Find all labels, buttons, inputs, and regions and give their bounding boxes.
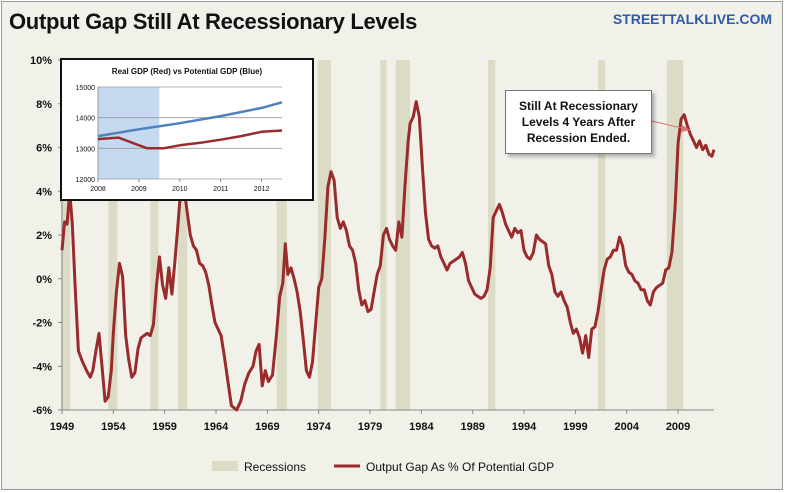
inset-y-tick-label: 13000 xyxy=(76,146,96,153)
y-tick-label: -6% xyxy=(32,405,52,417)
annotation-callout: Still At Recessionary Levels 4 Years Aft… xyxy=(505,90,652,154)
x-tick-label: 1964 xyxy=(204,421,229,433)
inset-y-tick-label: 15000 xyxy=(76,85,96,92)
y-tick-label: -4% xyxy=(32,361,52,373)
x-tick-label: 2004 xyxy=(614,421,639,433)
inset-potential-gdp-line xyxy=(97,101,283,138)
y-tick-label: 4% xyxy=(36,186,52,198)
y-tick-label: 8% xyxy=(36,99,52,111)
x-tick-label: 1984 xyxy=(409,421,434,433)
inset-x-tick-label: 2012 xyxy=(254,186,270,193)
brand-watermark: STREETTALKLIVE.COM xyxy=(612,11,772,27)
inset-real-gdp-line xyxy=(97,129,283,150)
x-tick-label: 1989 xyxy=(460,421,484,433)
x-tick-label: 1959 xyxy=(152,421,176,433)
y-tick-label: 0% xyxy=(36,274,52,286)
inset-title: Real GDP (Red) vs Potential GDP (Blue) xyxy=(112,67,263,76)
y-tick-label: 10% xyxy=(30,55,52,67)
x-tick-label: 2009 xyxy=(666,421,690,433)
x-tick-label: 1969 xyxy=(255,421,279,433)
legend-line-label: Output Gap As % Of Potential GDP xyxy=(366,460,554,474)
inset-chart: Real GDP (Red) vs Potential GDP (Blue) 12… xyxy=(76,67,283,193)
inset-y-tick-label: 14000 xyxy=(76,116,96,123)
x-tick-label: 1994 xyxy=(512,421,537,433)
inset-shaded-region xyxy=(98,87,160,179)
x-tick-label: 1974 xyxy=(306,421,331,433)
x-tick-label: 1949 xyxy=(50,421,74,433)
callout-arrowhead xyxy=(681,125,690,132)
y-tick-label: 6% xyxy=(36,143,52,155)
recession-band-3 xyxy=(178,60,188,410)
inset-x-tick-label: 2008 xyxy=(90,186,106,193)
inset-x-tick-label: 2011 xyxy=(213,186,228,193)
y-tick-label: 2% xyxy=(36,230,52,242)
inset-chart-panel: Real GDP (Red) vs Potential GDP (Blue) 12… xyxy=(60,58,314,201)
inset-x-tick-label: 2010 xyxy=(172,186,188,193)
chart-title: Output Gap Still At Recessionary Levels xyxy=(9,9,418,34)
callout-line-2: Levels 4 Years After xyxy=(521,115,636,129)
callout-line-3: Recession Ended. xyxy=(526,131,631,145)
recession-band-1 xyxy=(108,60,118,410)
callout-line-1: Still At Recessionary xyxy=(519,99,638,113)
recession-band-2 xyxy=(150,60,159,410)
recession-band-4 xyxy=(276,60,287,410)
recession-band-9 xyxy=(597,60,606,410)
y-tick-label: -2% xyxy=(32,318,52,330)
recession-band-0 xyxy=(60,60,71,410)
output-gap-line xyxy=(60,100,716,412)
inset-y-tick-label: 12000 xyxy=(76,177,96,184)
legend-recessions-label: Recessions xyxy=(244,460,306,474)
x-tick-label: 1999 xyxy=(563,421,587,433)
x-tick-label: 1979 xyxy=(358,421,382,433)
inset-x-tick-label: 2009 xyxy=(131,186,147,193)
recession-band-10 xyxy=(666,60,684,410)
x-tick-label: 1954 xyxy=(101,421,126,433)
legend-recessions-swatch xyxy=(212,461,238,471)
